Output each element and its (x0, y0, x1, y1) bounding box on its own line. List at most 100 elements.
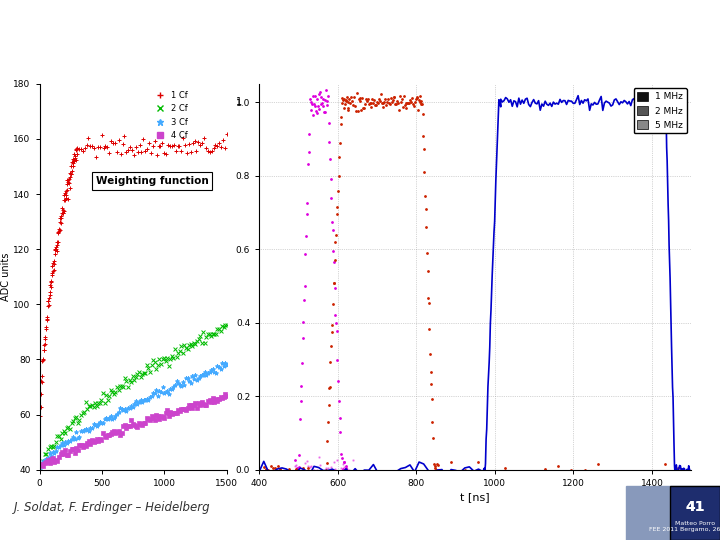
Point (97, 418, 109, 427)
Point (179, 140, 191, 149)
Point (58, 427, 70, 435)
Point (148, 388, 159, 397)
Point (194, 400, 206, 409)
Point (204, 147, 215, 156)
Y-axis label: ADC units: ADC units (1, 253, 11, 301)
Point (114, 404, 126, 413)
Point (72, 446, 84, 454)
Point (83, 436, 94, 445)
Point (171, 377, 182, 386)
Point (143, 139, 155, 147)
Point (60, 190, 71, 199)
Point (205, 397, 217, 406)
Point (102, 430, 114, 439)
Point (53, 226, 65, 235)
Point (149, 358, 161, 367)
Point (136, 421, 148, 429)
Point (188, 374, 199, 383)
Text: 1: 1 (235, 97, 242, 107)
Point (40, 325, 52, 333)
Point (38, 346, 50, 354)
Text: Weighting function: Weighting function (96, 176, 209, 186)
Point (97, 388, 109, 397)
Point (182, 374, 194, 383)
Point (69, 414, 81, 423)
Point (193, 335, 204, 343)
Point (48, 266, 60, 274)
Point (129, 376, 140, 384)
Point (116, 381, 127, 390)
Point (50, 437, 62, 446)
Point (150, 410, 162, 419)
Point (115, 150, 127, 158)
Point (153, 387, 165, 395)
Point (67, 159, 78, 168)
Point (47, 442, 58, 451)
Point (189, 399, 201, 408)
Point (107, 139, 119, 148)
Point (177, 133, 189, 142)
Point (157, 355, 168, 364)
Point (169, 345, 181, 353)
Point (140, 147, 151, 156)
Point (221, 129, 233, 138)
Point (127, 372, 138, 381)
Point (45, 442, 57, 451)
Point (119, 374, 130, 382)
Point (188, 401, 199, 409)
Point (40, 334, 51, 343)
Point (147, 141, 158, 150)
Point (199, 401, 211, 410)
Point (141, 361, 153, 369)
Point (163, 362, 174, 370)
Point (160, 357, 171, 366)
Point (152, 360, 163, 369)
Point (125, 401, 137, 410)
Point (179, 404, 190, 413)
Point (169, 408, 181, 417)
Point (50, 245, 61, 253)
Point (200, 144, 212, 153)
Point (66, 419, 77, 428)
Point (52, 457, 63, 465)
Point (59, 189, 71, 198)
Point (42, 296, 53, 305)
Point (47, 259, 58, 268)
Point (66, 166, 78, 175)
Point (145, 360, 157, 369)
Point (86, 141, 98, 150)
Point (47, 448, 58, 456)
Text: J. Soldat, F. Erdinger – Heidelberg: J. Soldat, F. Erdinger – Heidelberg (14, 501, 211, 514)
Point (80, 425, 91, 434)
Point (149, 389, 161, 397)
Point (218, 393, 230, 401)
Point (60, 428, 71, 437)
Point (63, 423, 74, 431)
Point (215, 365, 226, 374)
Point (50, 243, 62, 252)
Point (56, 209, 68, 218)
Point (165, 385, 176, 394)
Point (136, 147, 148, 156)
Point (133, 368, 145, 377)
Point (64, 436, 76, 445)
Point (57, 209, 68, 218)
Point (39, 333, 50, 341)
Point (185, 147, 197, 156)
Point (158, 353, 170, 362)
Point (44, 291, 55, 299)
Point (45, 455, 57, 463)
Point (193, 399, 204, 407)
Point (153, 142, 164, 151)
Point (219, 144, 230, 153)
Point (102, 396, 114, 404)
Point (69, 152, 81, 161)
Point (58, 449, 70, 458)
Point (201, 371, 212, 380)
Point (197, 400, 209, 408)
Point (38, 345, 50, 354)
Point (148, 414, 159, 423)
Point (138, 369, 150, 377)
Point (129, 421, 140, 430)
Point (69, 153, 81, 162)
